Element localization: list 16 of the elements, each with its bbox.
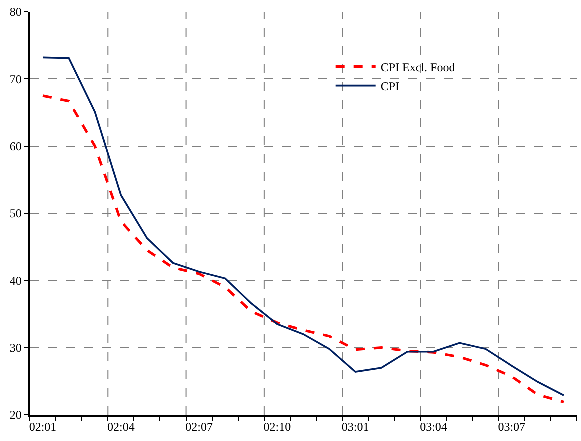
x-tick-label: 02:04 xyxy=(108,420,135,434)
x-tick-label: 03:01 xyxy=(342,420,370,434)
y-tick-label: 80 xyxy=(10,5,22,20)
y-tick-label: 30 xyxy=(10,341,22,356)
x-tick-label: 02:01 xyxy=(29,420,57,434)
x-tick-label: 03:07 xyxy=(498,420,526,434)
legend-label: CPI Excl. Food xyxy=(380,60,456,74)
y-tick-label: 40 xyxy=(10,274,22,288)
y-tick-label: 20 xyxy=(10,408,22,422)
x-tick-label: 03:04 xyxy=(420,420,448,434)
legend-label: CPI xyxy=(380,79,400,94)
x-tick-label: 02:07 xyxy=(186,420,213,434)
y-tick-label: 50 xyxy=(10,206,22,221)
x-tick-label: 02:10 xyxy=(264,420,292,434)
y-tick-label: 70 xyxy=(10,72,22,86)
y-tick-label: 60 xyxy=(10,140,22,154)
